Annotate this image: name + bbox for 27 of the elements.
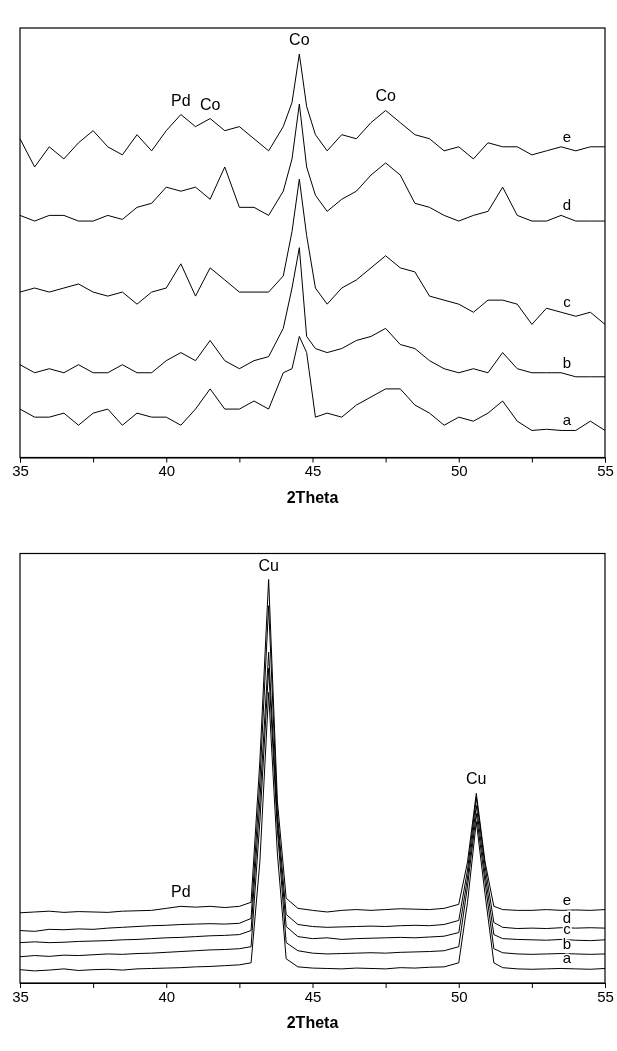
- x-tick-label: 35: [12, 462, 29, 480]
- annotation: Co: [289, 31, 310, 48]
- x-tick-label: 55: [597, 987, 614, 1005]
- series-label: b: [562, 353, 572, 371]
- series-label: a: [562, 411, 572, 429]
- annotation: Co: [375, 87, 396, 105]
- x-axis-title: 2Theta: [286, 1014, 339, 1031]
- x-tick-label: 55: [597, 462, 614, 480]
- series-label: a: [562, 949, 572, 967]
- x-tick-label: 45: [304, 987, 322, 1005]
- annotation: Cu: [258, 556, 279, 574]
- annotation: Co: [199, 95, 221, 113]
- x-tick-label: 50: [450, 462, 468, 480]
- annotation: Cu: [466, 770, 487, 788]
- annotation: Pd: [171, 883, 191, 901]
- series-label: b: [562, 934, 572, 952]
- x-axis-title: 2Theta: [286, 488, 339, 506]
- x-tick-label: 40: [158, 462, 176, 480]
- series-label: d: [562, 196, 572, 214]
- series-label: e: [562, 891, 572, 909]
- x-tick-label: 45: [304, 462, 322, 480]
- series-label: c: [563, 293, 572, 311]
- annotation: Pd: [171, 91, 191, 109]
- series-label: e: [562, 127, 572, 145]
- x-tick-label: 40: [158, 987, 176, 1005]
- x-tick-label: 50: [450, 987, 468, 1005]
- x-tick-label: 35: [12, 987, 29, 1005]
